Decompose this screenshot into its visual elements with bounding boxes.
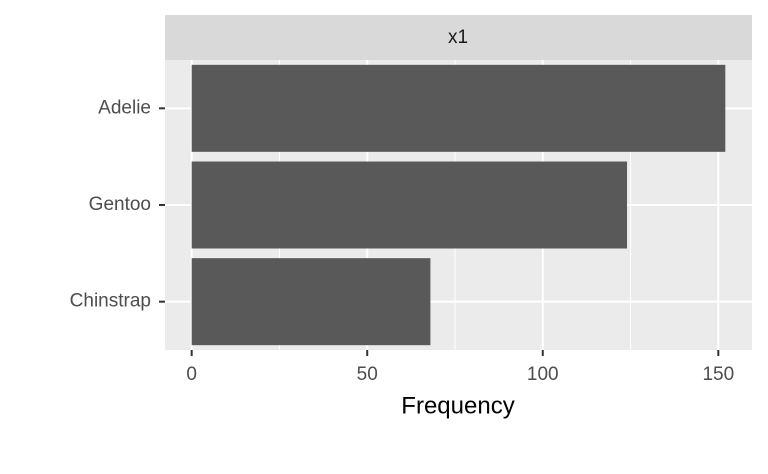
bar [191, 64, 726, 152]
y-tick-label: Chinstrap [70, 291, 151, 312]
facet-label: x1 [448, 27, 468, 48]
x-axis-title: Frequency [401, 392, 514, 419]
facet-strip [165, 15, 752, 60]
bar [191, 161, 628, 249]
y-tick-label: Gentoo [89, 194, 151, 215]
y-tick-label: Adelie [98, 97, 151, 118]
x-tick-label: 150 [702, 364, 734, 385]
x-tick-label: 100 [527, 364, 559, 385]
x-tick-label: 50 [357, 364, 378, 385]
bar [191, 258, 431, 346]
x-tick-label: 0 [186, 364, 197, 385]
